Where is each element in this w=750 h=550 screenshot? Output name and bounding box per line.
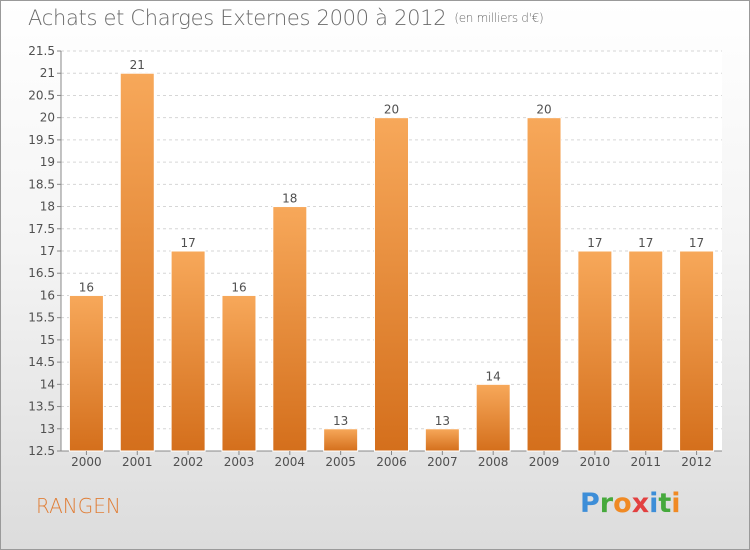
bar-2001 [119, 72, 155, 452]
bar-2004 [272, 206, 308, 452]
x-tick-label: 2002 [173, 455, 204, 469]
x-tick-label: 2003 [224, 455, 255, 469]
bar-value-label: 13 [333, 414, 348, 428]
bar-2009 [526, 117, 562, 452]
y-tick-label: 13.5 [28, 400, 55, 414]
bar-2007 [424, 428, 460, 452]
x-tick-label: 2009 [529, 455, 560, 469]
y-tick-label: 19.5 [28, 133, 55, 147]
bar-value-label: 21 [130, 58, 145, 72]
bar-value-label: 16 [231, 280, 246, 294]
y-tick-label: 20 [40, 111, 55, 125]
y-tick-label: 17.5 [28, 222, 55, 236]
x-tick-label: 2012 [681, 455, 712, 469]
bar-2000 [68, 294, 104, 452]
bar-2012 [679, 250, 715, 452]
y-tick-label: 19 [40, 155, 55, 169]
bar-value-label: 20 [384, 103, 399, 117]
y-tick-label: 14.5 [28, 355, 55, 369]
bar-value-label: 17 [587, 236, 602, 250]
bar-2008 [475, 383, 511, 452]
bar-2005 [323, 428, 359, 452]
proxiti-logo: Proxiti [580, 488, 681, 519]
bar-2010 [577, 250, 613, 452]
bar-value-label: 20 [536, 103, 551, 117]
x-tick-label: 2011 [630, 455, 661, 469]
y-tick-label: 21.5 [28, 44, 55, 58]
y-tick-label: 12.5 [28, 444, 55, 458]
x-tick-label: 2008 [478, 455, 509, 469]
bar-value-label: 16 [79, 280, 94, 294]
y-tick-label: 18.5 [28, 177, 55, 191]
x-tick-label: 2005 [325, 455, 356, 469]
bar-2003 [221, 294, 257, 452]
y-tick-label: 15.5 [28, 311, 55, 325]
x-tick-label: 2001 [122, 455, 153, 469]
y-tick-label: 16 [40, 288, 55, 302]
bar-value-label: 14 [486, 369, 501, 383]
y-tick-label: 15 [40, 333, 55, 347]
x-tick-label: 2007 [427, 455, 458, 469]
y-tick-label: 17 [40, 244, 55, 258]
y-tick-label: 18 [40, 200, 55, 214]
bar-value-label: 17 [180, 236, 195, 250]
y-tick-label: 16.5 [28, 266, 55, 280]
x-tick-label: 2006 [376, 455, 407, 469]
chart-subtitle: (en milliers d'€) [454, 11, 544, 25]
x-tick-label: 2000 [71, 455, 102, 469]
y-tick-label: 14 [40, 377, 55, 391]
x-tick-label: 2010 [580, 455, 611, 469]
bar-2002 [170, 250, 206, 452]
place-name: RANGEN [36, 494, 121, 518]
bar-value-label: 17 [638, 236, 653, 250]
bar-value-label: 13 [435, 414, 450, 428]
chart-title: Achats et Charges Externes 2000 à 2012 (e… [28, 6, 544, 30]
bar-2006 [374, 117, 409, 452]
bar-value-label: 17 [689, 236, 704, 250]
y-tick-label: 21 [40, 66, 55, 80]
bar-2011 [628, 250, 664, 452]
bar-value-label: 18 [282, 192, 297, 206]
y-tick-label: 13 [40, 422, 55, 436]
x-tick-label: 2004 [275, 455, 306, 469]
chart-title-text: Achats et Charges Externes 2000 à 2012 [28, 6, 447, 30]
y-tick-label: 20.5 [28, 88, 55, 102]
